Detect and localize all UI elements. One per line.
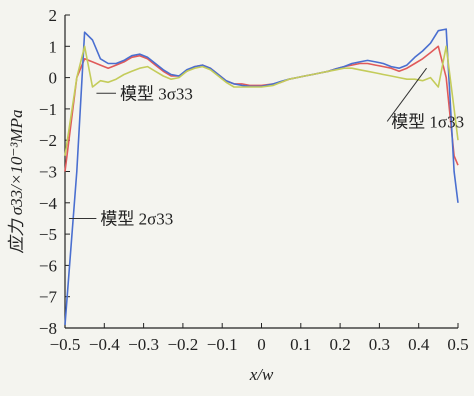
annotation-label: 模型 1σ33 [391, 112, 464, 131]
x-tick-label: 0.2 [329, 335, 350, 354]
x-tick-label: 0.3 [369, 335, 390, 354]
y-tick-label: 2 [49, 6, 58, 25]
y-tick-label: −2 [39, 131, 57, 150]
x-tick-label: −0.5 [50, 335, 81, 354]
y-tick-label: −8 [39, 319, 57, 338]
x-tick-label: 0.1 [290, 335, 311, 354]
x-tick-label: −0.2 [167, 335, 198, 354]
x-tick-label: 0.5 [447, 335, 468, 354]
y-tick-label: −6 [39, 256, 57, 275]
y-tick-label: 1 [49, 37, 58, 56]
x-tick-label: −0.3 [128, 335, 159, 354]
series-line-1 [64, 45, 459, 172]
x-axis-title: x/w [249, 365, 274, 384]
x-tick-label: −0.4 [89, 335, 120, 354]
y-tick-label: −4 [39, 194, 58, 213]
x-tick-label: 0.4 [408, 335, 430, 354]
y-tick-label: −7 [39, 288, 58, 307]
y-tick-label: 0 [49, 69, 58, 88]
annotation-label: 模型 3σ33 [120, 84, 193, 103]
series-line-2 [64, 28, 459, 325]
annotation-label: 模型 2σ33 [100, 209, 173, 228]
y-axis-title: 应力 σ33/×10⁻³MPa [7, 110, 26, 254]
y-tick-label: −5 [39, 225, 57, 244]
x-tick-label: −0.1 [207, 335, 238, 354]
x-tick-label: 0 [257, 335, 266, 354]
series-line-3 [64, 45, 459, 156]
y-tick-label: −3 [39, 163, 57, 182]
y-tick-label: −1 [39, 100, 57, 119]
annotation-leader [386, 67, 427, 122]
